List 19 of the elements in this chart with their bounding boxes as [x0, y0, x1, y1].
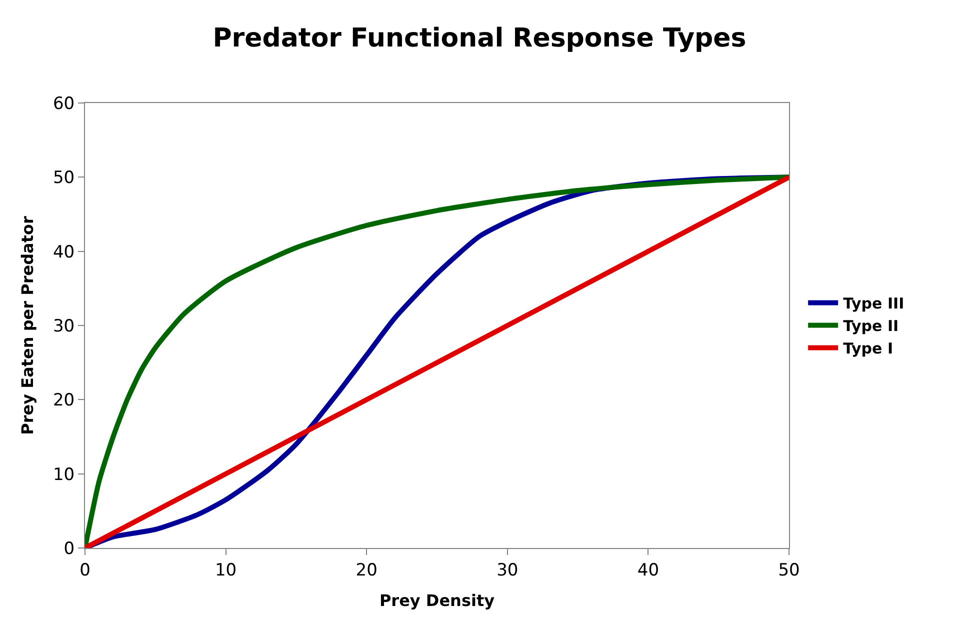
- x-tick-label: 0: [80, 560, 90, 580]
- legend-label: Type II: [843, 317, 899, 336]
- legend-label: Type III: [843, 294, 904, 313]
- y-tick-label: 30: [52, 316, 75, 336]
- x-tick-label: 40: [637, 560, 660, 580]
- y-tick-label: 50: [52, 168, 75, 188]
- x-tick-label: 20: [356, 560, 378, 580]
- y-tick-label: 20: [52, 390, 75, 411]
- y-tick-label: 10: [52, 464, 75, 485]
- x-tick-label: 30: [496, 560, 518, 580]
- x-axis-title: Prey Density: [379, 591, 496, 610]
- y-axis-title: Prey Eaten per Predator: [18, 216, 37, 435]
- x-tick-label: 50: [778, 560, 800, 580]
- y-tick-label: 60: [52, 94, 75, 114]
- chart-title: Predator Functional Response Types: [212, 24, 746, 54]
- y-tick-label: 0: [64, 538, 75, 559]
- x-tick-label: 10: [214, 560, 237, 580]
- legend-label: Type I: [843, 340, 894, 358]
- y-tick-label: 40: [52, 242, 75, 262]
